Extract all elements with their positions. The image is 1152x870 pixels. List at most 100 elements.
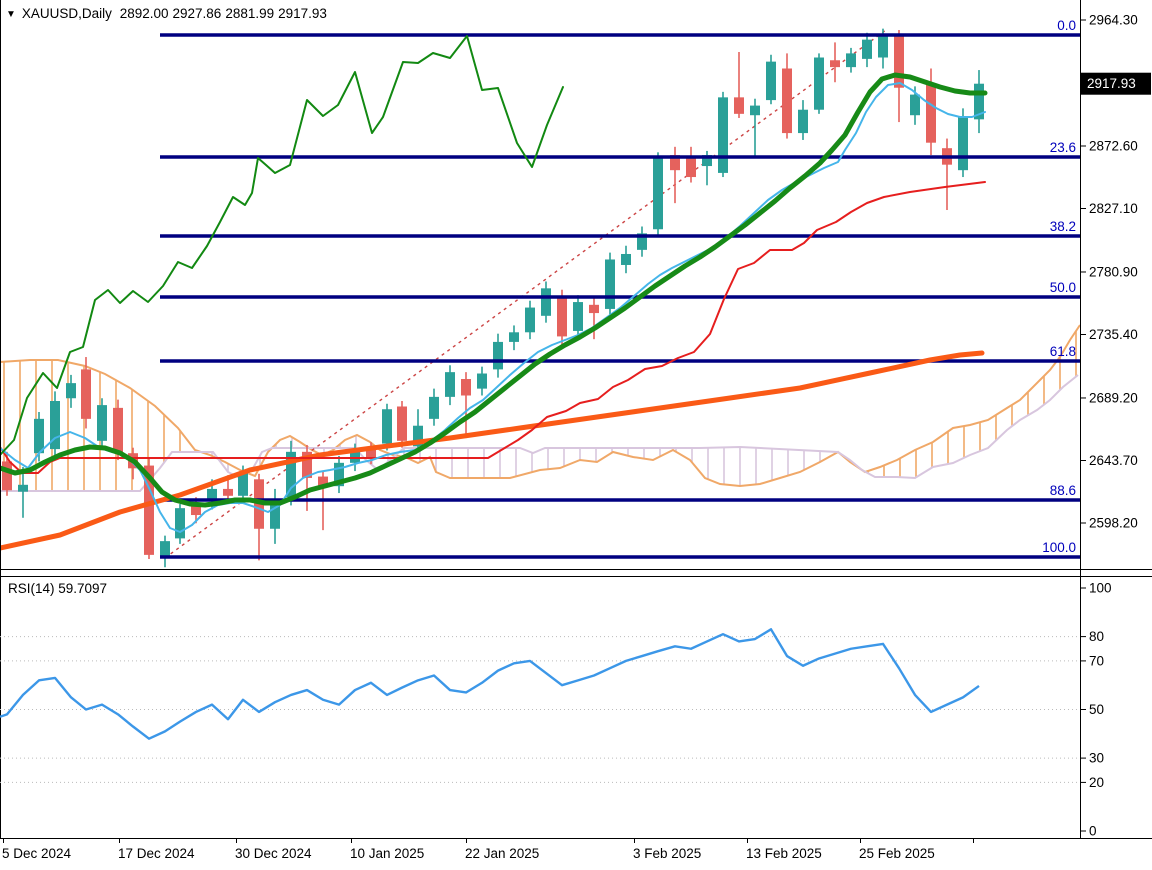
date-tick-label: 30 Dec 2024 [235, 846, 312, 861]
symbol-period-label: XAUUSD,Daily [21, 6, 112, 21]
price-tick-label: 2964.30 [1089, 13, 1138, 28]
current-price-tag: 2917.93 [1081, 72, 1151, 95]
price-tick-label: 2827.10 [1089, 201, 1138, 216]
candle-body [974, 83, 984, 120]
candle-body [926, 83, 936, 143]
candle-body [477, 373, 487, 389]
time-axis[interactable]: 5 Dec 2024 17 Dec 2024 30 Dec 2024 10 Jan 2… [2, 838, 974, 861]
candle-body [445, 372, 455, 397]
candle-body [238, 472, 248, 496]
candle-body [621, 253, 631, 265]
date-tick-label: 25 Feb 2025 [859, 846, 935, 861]
candle-body [910, 94, 920, 116]
candle-body [429, 396, 439, 419]
candle-body [686, 156, 696, 178]
candle-body [814, 57, 824, 110]
candle-body [81, 369, 91, 419]
fib-level-label: 100.0 [1042, 540, 1076, 555]
ohlc-close: 2917.93 [278, 6, 327, 21]
trendline[interactable] [164, 29, 887, 559]
candle-body [493, 341, 503, 370]
candle-body [191, 504, 201, 516]
candle-body [413, 425, 423, 447]
rsi-indicator-label: RSI(14) 59.7097 [8, 581, 108, 596]
date-tick-label: 13 Feb 2025 [746, 846, 822, 861]
candlestick-series [2, 28, 984, 568]
ohlc-high: 2927.86 [172, 6, 222, 21]
candle-body [589, 304, 599, 314]
candle-body [50, 400, 60, 450]
candle-body [302, 451, 312, 478]
candle-body [397, 406, 407, 441]
fibonacci-retracement[interactable]: 0.0 23.6 38.2 50.0 61.8 88.6 100.0 [160, 18, 1080, 559]
candle-body [750, 105, 760, 116]
rsi-tick-label: 100 [1089, 581, 1112, 596]
svg-text:2917.93: 2917.93 [1087, 76, 1136, 91]
candle-body [846, 53, 856, 68]
overlay-symbol-green [0, 35, 564, 456]
candle-body [798, 109, 808, 134]
candle-body [223, 488, 233, 496]
price-tick-label: 2872.60 [1089, 138, 1138, 153]
candle-body [509, 332, 519, 342]
kijun-sen-red [0, 181, 986, 474]
rsi-line [0, 628, 980, 740]
sma-slow-orange [0, 350, 985, 551]
date-tick-label: 10 Jan 2025 [350, 846, 424, 861]
candle-body [18, 484, 28, 492]
ohlc-low: 2881.99 [225, 6, 275, 21]
fib-level-label: 61.8 [1050, 344, 1076, 359]
date-tick-label: 22 Jan 2025 [465, 846, 539, 861]
candle-body [862, 39, 872, 59]
candle-body [461, 379, 471, 396]
price-tick-label: 2689.20 [1089, 390, 1138, 405]
rsi-panel[interactable]: 100 80 70 50 30 20 0 [0, 581, 1112, 839]
candle-body [66, 383, 76, 399]
candle-body [318, 476, 328, 487]
ema-fast-green [0, 72, 988, 508]
candle-body [175, 508, 185, 539]
candle-body [144, 465, 154, 555]
candle-body [894, 35, 904, 88]
date-tick-label: 3 Feb 2025 [633, 846, 701, 861]
candle-body [637, 233, 647, 250]
candle-body [557, 296, 567, 337]
price-tick-label: 2598.20 [1089, 516, 1138, 531]
candle-body [670, 155, 680, 171]
candle-body [525, 307, 535, 333]
candle-body [958, 116, 968, 171]
candle-body [718, 97, 728, 173]
candle-body [286, 451, 296, 498]
candle-body [350, 449, 360, 463]
tenkan-sen-cyan [0, 82, 986, 533]
fib-level-label: 38.2 [1050, 219, 1076, 234]
fib-level-label: 0.0 [1057, 18, 1076, 33]
rsi-tick-label: 80 [1089, 629, 1104, 644]
candle-body [207, 488, 217, 502]
date-tick-label: 5 Dec 2024 [2, 846, 72, 861]
candle-body [334, 462, 344, 487]
price-axis[interactable]: 2964.30 2872.60 2827.10 2780.90 2735.40 2689.… [1080, 13, 1151, 531]
fib-level-label: 88.6 [1050, 483, 1076, 498]
fib-level-label: 50.0 [1050, 280, 1076, 295]
price-tick-label: 2643.70 [1089, 453, 1138, 468]
candle-body [734, 97, 744, 114]
ohlc-open: 2892.00 [119, 6, 169, 21]
candle-body [702, 155, 712, 167]
main-price-panel[interactable]: 0.0 23.6 38.2 50.0 61.8 88.6 100.0 [0, 18, 1081, 568]
candle-body [766, 61, 776, 101]
candle-body [366, 449, 376, 458]
chart-legend: ▼ XAUUSD,Daily 2892.00 2927.86 2881.99 2917.… [6, 6, 331, 21]
candle-body [113, 407, 123, 454]
fib-level-label: 23.6 [1050, 140, 1076, 155]
rsi-tick-label: 50 [1089, 702, 1104, 717]
panel-borders [0, 0, 1152, 839]
candle-body [34, 418, 44, 454]
price-tick-label: 2735.40 [1089, 327, 1138, 342]
candle-body [541, 288, 551, 316]
symbol-menu-icon[interactable]: ▼ [6, 9, 16, 20]
candle-body [270, 498, 280, 529]
date-tick-label: 17 Dec 2024 [118, 846, 195, 861]
